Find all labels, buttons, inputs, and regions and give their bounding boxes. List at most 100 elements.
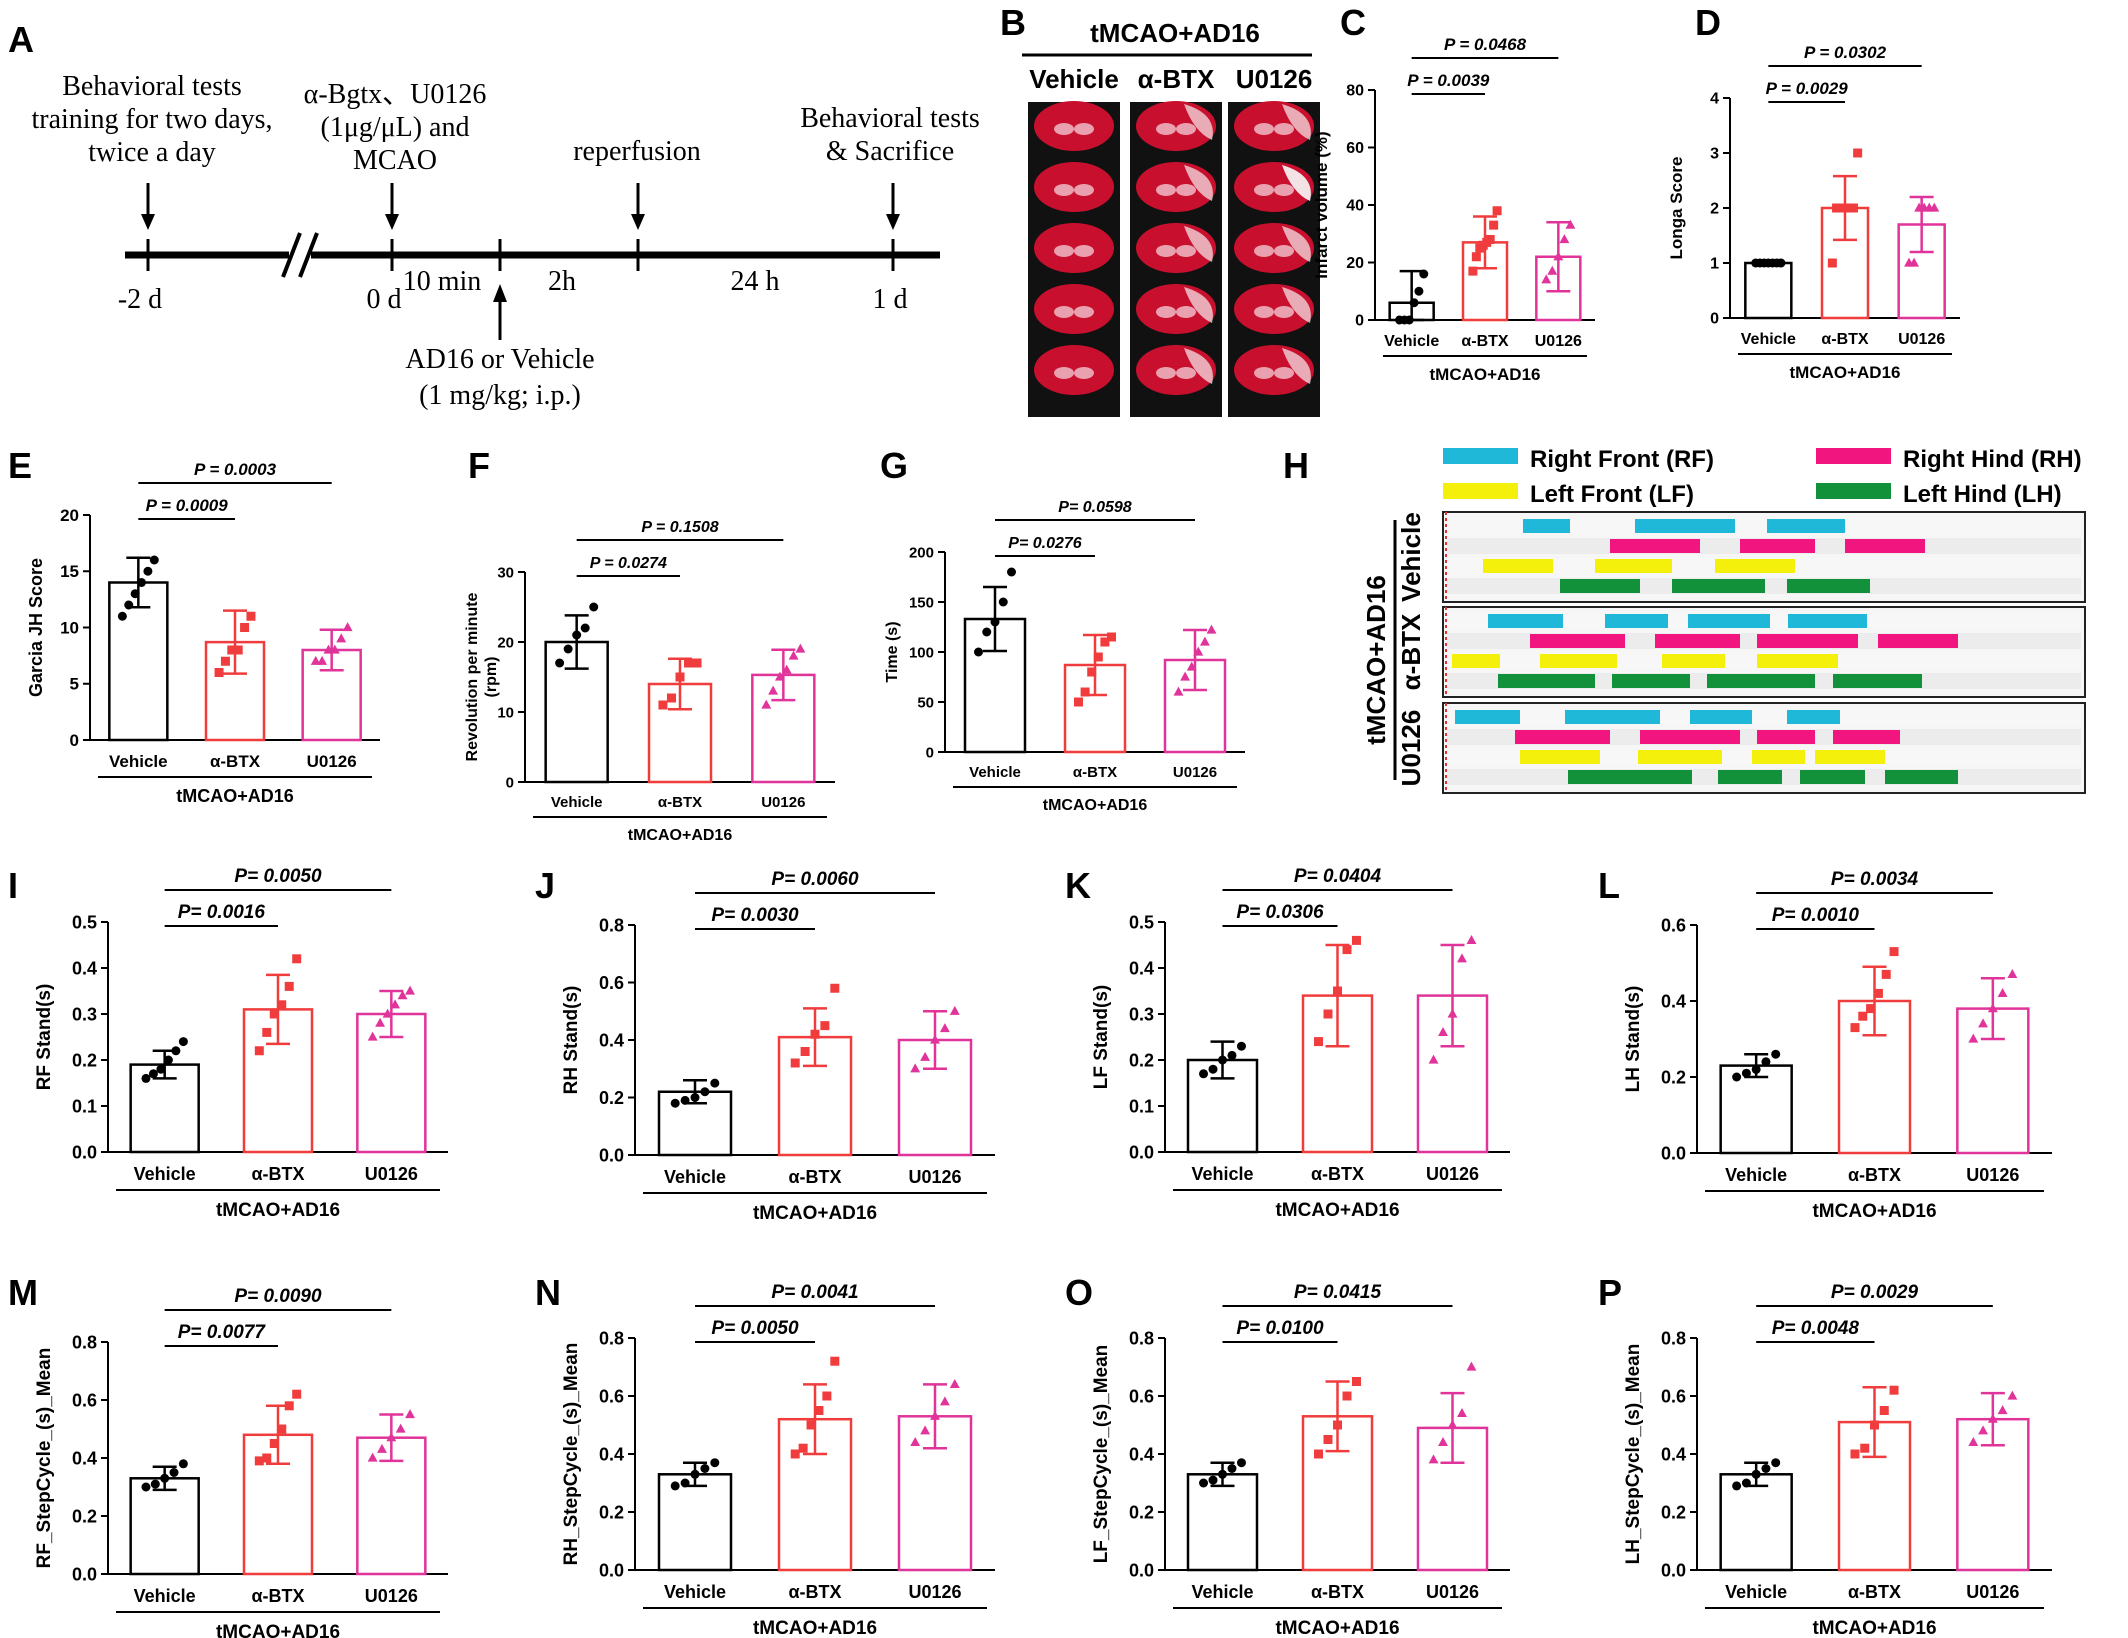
category-label: U0126 xyxy=(761,794,805,811)
brain-slice-ventricle xyxy=(1074,306,1094,318)
infarct-region xyxy=(1184,165,1213,201)
footprint-bar xyxy=(1662,654,1725,668)
interval-10min: 10 min xyxy=(403,266,482,297)
data-point xyxy=(1080,687,1090,697)
brain-slice xyxy=(1034,162,1114,212)
brain-slice-ventricle xyxy=(1156,123,1176,135)
bar-vehicle xyxy=(1719,1064,1793,1155)
data-point xyxy=(1968,1033,1979,1043)
category-label: α-BTX xyxy=(1821,331,1868,348)
data-point xyxy=(830,1356,840,1366)
data-point xyxy=(949,1005,960,1015)
footprint-bar xyxy=(1833,730,1900,744)
brain-slice xyxy=(1034,223,1114,273)
y-axis-label: LF Stand(s) xyxy=(1091,985,1112,1090)
data-point xyxy=(1457,953,1467,963)
y-tick-label: 0.8 xyxy=(599,1328,624,1348)
data-point xyxy=(580,623,590,633)
gait-lane xyxy=(1447,518,2081,534)
data-point xyxy=(1173,686,1184,696)
footprint-bar xyxy=(1488,614,1563,628)
data-point xyxy=(1860,1443,1870,1453)
y-tick-label: 30 xyxy=(497,564,514,581)
brain-slice-ventricle xyxy=(1254,184,1274,196)
data-point xyxy=(1978,1018,1989,1028)
group-label: tMCAO+AD16 xyxy=(1430,365,1541,384)
data-point xyxy=(1457,1408,1467,1417)
chart-m: 0.0 0.2 0.4 0.6 0.8 RF_StepCycle_(s)_Mean Vehi… xyxy=(34,1286,448,1638)
brain-slice-ventricle xyxy=(1274,306,1294,318)
footprint-bar xyxy=(1523,519,1570,533)
category-label: U0126 xyxy=(1535,333,1582,350)
infarct-region xyxy=(1184,287,1213,323)
category-label: α-BTX xyxy=(1311,1164,1364,1184)
footprint-bar xyxy=(1452,654,1500,668)
category-label: α-BTX xyxy=(1073,764,1117,781)
y-tick-label: 0.2 xyxy=(1129,1050,1154,1070)
chart-p: 0.0 0.2 0.4 0.6 0.8 LH_StepCycle_(s)_Mean Vehi… xyxy=(1623,1282,2052,1638)
timeline-event-reperfusion: reperfusion xyxy=(573,136,701,167)
timeline-break-mark xyxy=(298,232,319,278)
category-label: α-BTX xyxy=(1848,1582,1901,1602)
data-point xyxy=(233,645,243,655)
tick-label-0d: 0 d xyxy=(367,284,402,315)
data-point xyxy=(1997,1405,2008,1415)
data-point xyxy=(1987,1413,1998,1423)
y-tick-label: 0.4 xyxy=(599,1444,624,1464)
footprint-bar xyxy=(1845,539,1925,553)
timeline-event-ad16: AD16 or Vehicle (1 mg/kg; i.p.) xyxy=(405,344,594,411)
data-point xyxy=(375,1017,386,1027)
data-point xyxy=(710,1078,720,1088)
interval-24h: 24 h xyxy=(731,266,780,297)
bar-vehicle xyxy=(1186,1473,1259,1572)
y-tick-label: 0.4 xyxy=(1661,991,1686,1011)
y-tick-label: 0.4 xyxy=(1661,1444,1686,1464)
y-tick-label: 0.2 xyxy=(1661,1502,1686,1522)
y-axis-label: LH Stand(s) xyxy=(1623,986,1644,1093)
y-tick-label: 0.4 xyxy=(72,1448,97,1468)
data-point xyxy=(690,1469,700,1479)
y-tick-label: 20 xyxy=(1346,255,1364,272)
data-point xyxy=(2007,1390,2018,1400)
panel-label-c: C xyxy=(1340,2,1366,43)
y-tick-label: 0.8 xyxy=(1129,1328,1154,1348)
y-tick-label: 0.6 xyxy=(1129,1386,1154,1406)
p-value-label: P= 0.0010 xyxy=(1772,905,1860,926)
timeline-event-mcao-line: α-Bgtx、U0126 xyxy=(304,79,487,110)
group-label: tMCAO+AD16 xyxy=(1790,363,1901,382)
y-tick-label: 4 xyxy=(1710,91,1719,108)
data-point xyxy=(117,611,127,621)
data-point xyxy=(700,1087,710,1097)
gait-group-label-2: U0126 xyxy=(1396,710,1426,787)
data-point xyxy=(1889,1385,1899,1395)
data-point xyxy=(939,1396,950,1406)
data-point xyxy=(240,623,250,632)
y-tick-label: 0.2 xyxy=(1661,1067,1686,1087)
data-point xyxy=(1997,988,2008,997)
p-value-label: P= 0.0090 xyxy=(234,1286,322,1307)
data-point xyxy=(1771,1458,1781,1468)
data-point xyxy=(405,1409,415,1419)
data-point xyxy=(1978,1425,1989,1435)
data-point xyxy=(382,1008,393,1018)
y-tick-label: 0.8 xyxy=(72,1332,97,1352)
y-tick-label: 0.4 xyxy=(72,958,97,978)
panel-label-o: O xyxy=(1065,1272,1093,1313)
group-label: tMCAO+AD16 xyxy=(1043,797,1148,814)
data-point xyxy=(367,1452,378,1462)
data-point xyxy=(160,1473,170,1483)
category-label: Vehicle xyxy=(551,794,603,811)
data-point xyxy=(1342,1391,1352,1401)
data-point xyxy=(1881,969,1891,979)
data-point xyxy=(1351,935,1361,945)
data-point xyxy=(820,1021,830,1031)
footprint-bar xyxy=(1672,579,1765,593)
brain-slice-ventricle xyxy=(1156,306,1176,318)
y-axis-label: Longa Score xyxy=(1667,157,1686,260)
data-point xyxy=(788,650,799,660)
data-point xyxy=(680,1478,690,1488)
data-point xyxy=(1827,258,1837,268)
bar-vehicle xyxy=(657,1473,733,1572)
legend-label-2: Left Front (LF) xyxy=(1530,481,1694,508)
